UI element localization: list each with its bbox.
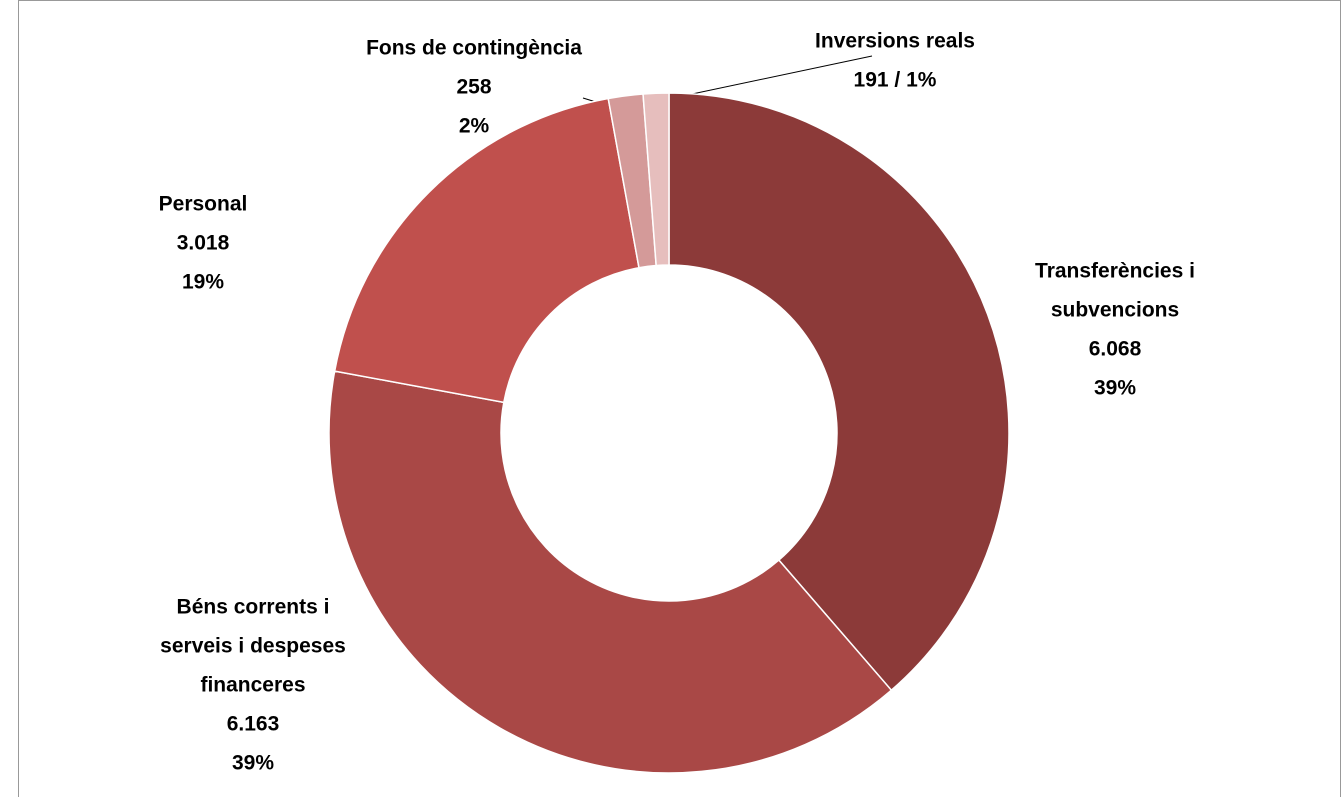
donut-slice <box>333 97 640 404</box>
donut-slice <box>642 92 670 267</box>
slice-label: Inversions reals <box>815 30 975 53</box>
slice-label: serveis i despeses <box>160 635 346 658</box>
value-label: 6.068 <box>1089 338 1142 361</box>
percent-label: 19% <box>182 271 224 294</box>
slice-label: Personal <box>159 193 248 216</box>
slice-label: Béns corrents i <box>177 596 330 619</box>
percent-label: 39% <box>232 752 274 775</box>
slice-label: Transferències i <box>1035 260 1195 283</box>
percent-label: 39% <box>1094 377 1136 400</box>
slice-label: subvencions <box>1051 299 1179 322</box>
slice-label: Fons de contingència <box>366 37 582 60</box>
value-label: 258 <box>456 76 491 99</box>
value-label: 3.018 <box>177 232 230 255</box>
donut-slice <box>668 92 1010 692</box>
percent-label: 2% <box>459 115 490 138</box>
value-label: 6.163 <box>227 713 280 736</box>
value-label: 191 / 1% <box>854 69 937 92</box>
slice-label: financeres <box>200 674 305 697</box>
donut-slice <box>328 370 893 774</box>
